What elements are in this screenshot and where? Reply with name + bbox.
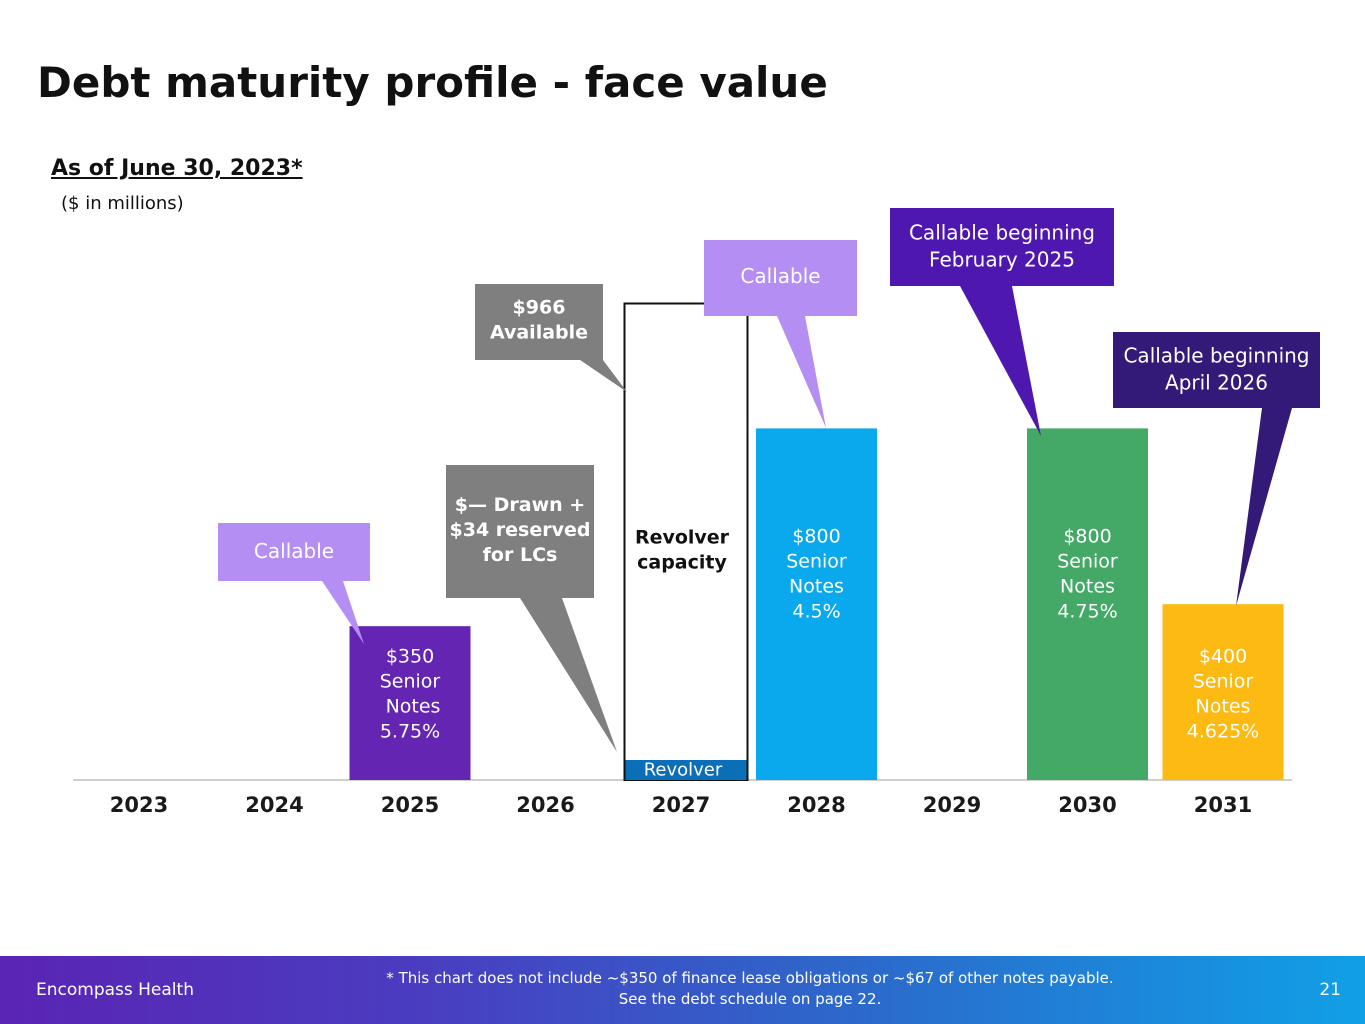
debt-maturity-chart: 2023 2024 2025 2026 2027 2028 2029 2030 2031 $350… [73,208,1320,817]
tick-label-2027: 2027 [652,793,710,817]
units-label: ($ in millions) [61,193,184,214]
page-number: 21 [1319,980,1341,1000]
callout-callable-0-text: Callable [254,539,334,563]
bar-2031-400 [1162,604,1284,780]
callout-callable-0-box [218,523,370,581]
bar-2027-revolver [625,760,747,780]
callout-callable-0-pointer [322,581,364,644]
callout-966-2-pointer [580,360,627,392]
callout-callable-beginning-5-pointer [1236,408,1292,606]
callout-callable-beginning-5-text: Callable beginning April 2026 [1123,344,1309,395]
brand-name: Encompass Health [36,980,194,1000]
callout-drawn-1-box [446,465,594,598]
tick-label-2028: 2028 [787,793,845,817]
footnote-line-2: See the debt schedule on page 22. [618,990,882,1008]
callout-callable-beginning-5-box [1113,332,1320,408]
callout-callable-3-pointer [777,316,826,428]
tick-label-2029: 2029 [923,793,981,817]
callout-drawn-1-text: $— Drawn + $34 reserved for LCs [450,494,591,566]
tick-label-2030: 2030 [1058,793,1116,817]
bar-2030-800 [1027,428,1148,780]
as-of-date: As of June 30, 2023* [51,156,303,181]
tick-label-2031: 2031 [1194,793,1252,817]
callout-callable-beginning-4-text: Callable beginning February 2025 [909,221,1095,272]
bar-2025-350-label: $350 Senior Notes 5.75% [380,646,441,743]
callout-966-2-text: $966 Available [490,297,588,344]
bar-2027-revolver-label: Revolver capacity [635,527,730,574]
bar-2030-800-label: $800 Senior Notes 4.75% [1057,526,1118,623]
bar-2027-revolver-label: Revolver [644,760,723,781]
bar-2025-350 [349,626,471,780]
bar-2028-800-label: $800 Senior Notes 4.5% [786,526,847,623]
tick-label-2024: 2024 [245,793,303,817]
callout-966-2-box [475,284,603,360]
footer-bar: Encompass Health * This chart does not i… [0,956,1365,1024]
tick-label-2026: 2026 [516,793,574,817]
tick-label-2025: 2025 [381,793,439,817]
callout-drawn-1-pointer [520,598,617,752]
footnote-line-1: * This chart does not include ~$350 of f… [386,969,1114,987]
tick-label-2023: 2023 [110,793,168,817]
callout-callable-beginning-4-box [890,208,1114,286]
footnote: * This chart does not include ~$350 of f… [300,968,1200,1010]
callout-callable-3-text: Callable [740,264,820,288]
page-title: Debt maturity profile - face value [37,58,828,107]
bar-2028-800 [756,428,877,780]
callout-callable-beginning-4-pointer [960,286,1041,436]
callout-callable-3-box [704,240,857,316]
bar-2031-400-label: $400 Senior Notes 4.625% [1187,646,1259,743]
